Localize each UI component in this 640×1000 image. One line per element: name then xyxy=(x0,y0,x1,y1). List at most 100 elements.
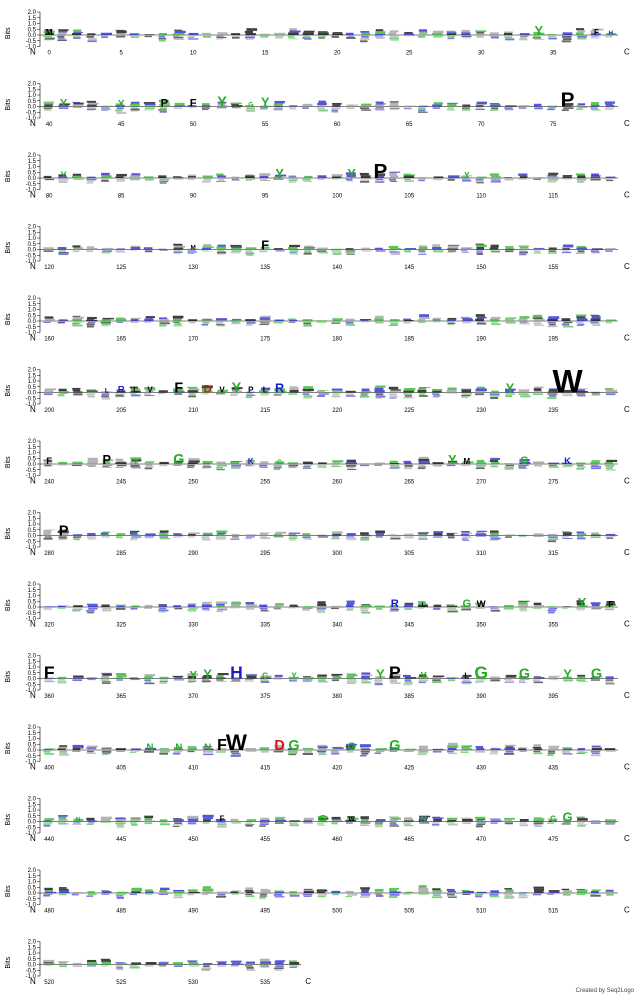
background-mark xyxy=(418,532,429,534)
background-mark xyxy=(58,181,68,183)
background-mark xyxy=(244,30,253,34)
background-mark xyxy=(447,393,458,394)
background-mark xyxy=(576,462,586,464)
background-mark xyxy=(331,464,340,466)
background-mark xyxy=(317,464,327,467)
background-mark xyxy=(216,246,227,249)
background-mark xyxy=(332,104,341,107)
background-mark xyxy=(59,890,70,893)
background-mark xyxy=(331,675,340,677)
background-mark xyxy=(274,609,283,610)
background-mark xyxy=(519,892,528,893)
background-mark xyxy=(562,676,572,679)
y-axis-label: Bits xyxy=(5,98,12,110)
background-mark xyxy=(491,175,501,177)
c-terminus-label: C xyxy=(624,334,630,343)
background-mark xyxy=(172,752,181,755)
background-mark xyxy=(216,610,224,613)
background-mark xyxy=(432,178,443,181)
background-mark xyxy=(345,321,354,324)
background-mark xyxy=(202,601,212,604)
background-mark xyxy=(361,604,371,606)
background-mark xyxy=(44,109,51,111)
background-mark xyxy=(202,247,212,250)
background-mark xyxy=(489,539,499,541)
background-mark xyxy=(131,101,140,104)
background-mark xyxy=(490,681,500,683)
background-mark xyxy=(577,466,586,468)
background-mark xyxy=(260,967,270,969)
background-mark xyxy=(115,318,127,321)
background-mark xyxy=(374,104,384,107)
background-mark xyxy=(547,606,556,607)
y-tick-label: -1.0 xyxy=(26,760,37,766)
background-mark xyxy=(590,176,601,178)
background-mark xyxy=(590,602,601,605)
background-mark xyxy=(116,679,123,681)
background-mark xyxy=(172,818,182,820)
y-tick-label: 1.5 xyxy=(28,445,37,451)
background-mark xyxy=(287,318,296,320)
background-mark xyxy=(173,178,184,180)
background-mark xyxy=(389,390,401,393)
background-mark xyxy=(302,536,311,539)
background-mark xyxy=(547,105,558,107)
background-mark xyxy=(288,753,298,754)
background-mark xyxy=(275,965,284,968)
background-mark xyxy=(217,103,226,105)
background-mark xyxy=(260,246,270,249)
background-mark xyxy=(404,533,414,535)
background-mark xyxy=(245,534,257,536)
background-mark xyxy=(418,178,426,180)
background-mark xyxy=(519,608,527,611)
logo-letter-R: R xyxy=(275,381,284,396)
background-mark xyxy=(216,750,226,752)
background-mark xyxy=(505,534,516,536)
background-mark xyxy=(575,32,584,35)
background-mark xyxy=(216,35,224,37)
background-mark xyxy=(174,677,183,679)
background-mark xyxy=(144,682,155,685)
background-mark xyxy=(260,37,268,39)
x-tick-label: 130 xyxy=(188,265,199,271)
background-mark xyxy=(260,819,270,822)
y-axis-label: Bits xyxy=(5,384,12,396)
background-mark xyxy=(462,104,471,107)
background-mark xyxy=(548,462,560,464)
background-mark xyxy=(274,110,283,111)
logo-letter-Y: Y xyxy=(203,667,212,682)
background-mark xyxy=(188,680,197,682)
background-mark xyxy=(389,681,397,682)
background-mark xyxy=(116,824,124,827)
y-axis-label: Bits xyxy=(5,313,12,325)
background-mark xyxy=(389,321,399,323)
background-mark xyxy=(303,180,313,182)
background-mark xyxy=(273,178,284,180)
background-mark xyxy=(72,250,80,253)
y-tick-label: -0.5 xyxy=(26,182,37,188)
background-mark xyxy=(318,824,326,826)
logo-letter-Y: Y xyxy=(578,595,587,610)
background-mark xyxy=(489,32,499,35)
background-mark xyxy=(577,533,587,536)
background-mark xyxy=(374,318,384,321)
background-mark xyxy=(547,533,557,536)
background-mark xyxy=(159,180,169,183)
background-mark xyxy=(43,175,52,178)
background-mark xyxy=(173,251,183,254)
background-mark xyxy=(375,109,385,111)
y-tick-label: 0.0 xyxy=(28,748,37,754)
background-mark xyxy=(43,393,53,396)
background-mark xyxy=(144,461,154,463)
background-mark xyxy=(43,750,51,753)
logo-letter-F: F xyxy=(220,815,225,824)
background-mark xyxy=(144,674,156,677)
background-mark xyxy=(475,104,487,106)
background-mark xyxy=(475,825,483,828)
background-mark xyxy=(548,464,557,466)
y-tick-label: 1.5 xyxy=(28,731,37,737)
background-mark xyxy=(418,458,430,462)
background-mark xyxy=(419,252,426,254)
background-mark xyxy=(44,754,55,755)
